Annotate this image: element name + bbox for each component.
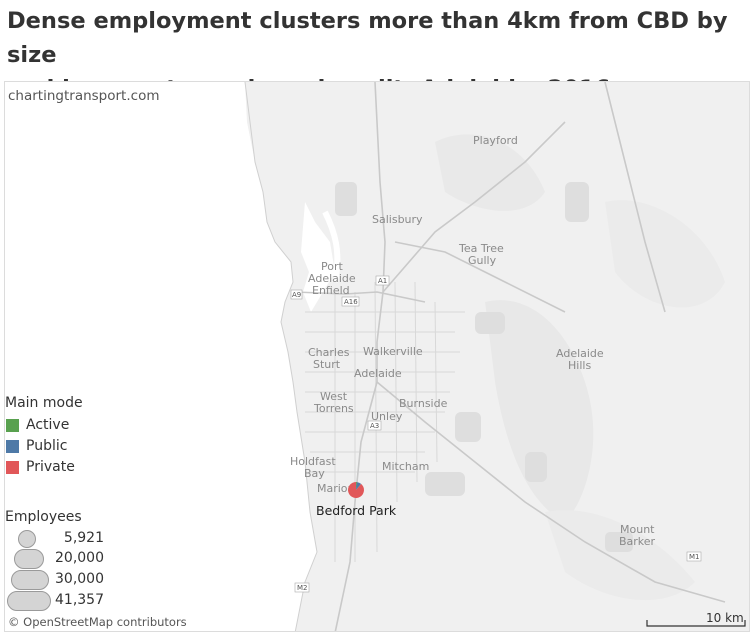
site-credit: chartingtransport.com — [8, 88, 160, 104]
size-symbol-small — [18, 530, 36, 548]
place-label-port-3: Enfield — [312, 284, 350, 297]
scale-label: 10 km — [706, 611, 744, 625]
shoreline — [244, 82, 318, 631]
place-label-tea-tree-1: Tea Tree — [458, 242, 504, 255]
place-label-adelaide: Adelaide — [354, 367, 402, 380]
shield-a9: A9 — [292, 291, 301, 299]
pie-slice-active[interactable] — [356, 482, 358, 490]
major-roads — [294, 82, 726, 631]
size-legend-row: 41,357 — [4, 591, 104, 611]
place-label-mitcham: Mitcham — [382, 460, 429, 473]
legend-size-title: Employees — [5, 509, 82, 525]
size-label-1: 5,921 — [63, 530, 104, 546]
shield-a16: A16 — [344, 298, 358, 306]
place-label-walkerville: Walkerville — [363, 345, 423, 358]
place-label-salisbury: Salisbury — [372, 213, 423, 226]
size-label-2: 20,000 — [55, 550, 104, 566]
legend-item-public[interactable]: Public — [6, 438, 67, 454]
legend-item-private[interactable]: Private — [6, 459, 75, 475]
park-patches — [335, 182, 633, 552]
place-label-charles-1: Charles — [308, 346, 350, 359]
scale-bar — [646, 620, 746, 627]
place-label-marion: Marion — [317, 482, 355, 495]
pie-slice-private[interactable] — [347, 482, 364, 498]
hills-shade — [485, 300, 594, 522]
place-label-tea-tree-2: Gully — [468, 254, 497, 267]
port-river — [301, 202, 335, 312]
size-legend-row: 30,000 — [4, 570, 104, 590]
place-label-west-1: West — [320, 390, 348, 403]
size-symbol-large — [11, 570, 49, 590]
map-canvas[interactable]: Playford Salisbury Tea Tree Gully Port A… — [4, 81, 750, 632]
place-label-holdfast-2: Bay — [304, 467, 325, 480]
size-label-4: 41,357 — [55, 592, 104, 608]
place-label-port-1: Port — [321, 260, 343, 273]
legend-item-active[interactable]: Active — [6, 417, 69, 433]
basemap: Playford Salisbury Tea Tree Gully Port A… — [5, 82, 749, 631]
pie-slice-public[interactable] — [356, 482, 362, 490]
shield-m1: M1 — [689, 553, 700, 561]
shield-a1: A1 — [378, 277, 387, 285]
road-shields: A1 A16 A9 A3 M2 M1 — [290, 275, 702, 593]
place-label-burnside: Burnside — [399, 397, 448, 410]
legend-label-active: Active — [26, 417, 70, 433]
place-label-adelaide-hills-1: Adelaide — [556, 347, 604, 360]
size-label-3: 30,000 — [55, 571, 104, 587]
active-swatch — [6, 418, 19, 432]
cluster-pie-bedford-park[interactable] — [347, 482, 364, 498]
place-label-adelaide-hills-2: Hills — [568, 359, 591, 372]
legend-mode-title: Main mode — [5, 395, 83, 411]
shield-m2: M2 — [297, 584, 308, 592]
place-label-port-2: Adelaide — [308, 272, 356, 285]
osm-credit[interactable]: © OpenStreetMap contributors — [8, 615, 187, 629]
place-label-mount-1: Mount — [620, 523, 655, 536]
title-line-1: Dense employment clusters more than 4km … — [7, 8, 728, 68]
cluster-label-bedford-park: Bedford Park — [316, 503, 397, 518]
size-legend-row: 20,000 — [4, 549, 104, 569]
size-symbol-medium — [14, 549, 44, 569]
place-label-unley: Unley — [371, 410, 403, 423]
size-legend-row: 5,921 — [4, 529, 104, 549]
size-symbol-xlarge — [7, 591, 51, 611]
place-label-playford: Playford — [473, 134, 518, 147]
shield-a3: A3 — [370, 422, 379, 430]
legend-label-public: Public — [26, 438, 68, 454]
road-grid — [305, 281, 465, 562]
place-label-charles-2: Sturt — [313, 358, 341, 371]
legend-label-private: Private — [26, 459, 75, 475]
place-label-holdfast-1: Holdfast — [290, 455, 336, 468]
place-label-mount-2: Barker — [619, 535, 656, 548]
public-swatch — [6, 439, 19, 453]
place-label-west-2: Torrens — [313, 402, 354, 415]
private-swatch — [6, 460, 19, 474]
